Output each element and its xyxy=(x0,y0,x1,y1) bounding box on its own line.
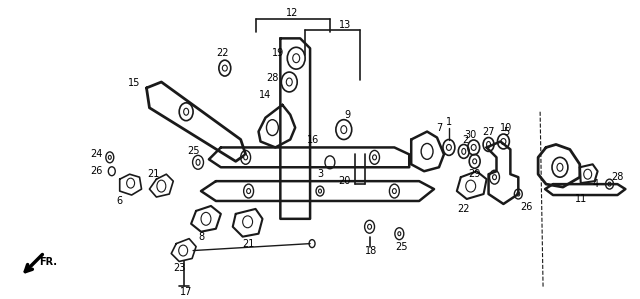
Ellipse shape xyxy=(392,189,396,193)
Ellipse shape xyxy=(286,78,292,86)
Text: 5: 5 xyxy=(503,126,509,137)
Text: 14: 14 xyxy=(259,90,271,100)
Text: 3: 3 xyxy=(317,169,323,179)
Text: 2: 2 xyxy=(463,135,469,144)
Ellipse shape xyxy=(319,189,321,193)
Text: 12: 12 xyxy=(286,7,298,18)
Ellipse shape xyxy=(557,163,563,171)
Text: 11: 11 xyxy=(575,194,587,204)
Ellipse shape xyxy=(184,108,189,115)
Ellipse shape xyxy=(196,159,200,165)
Text: 18: 18 xyxy=(365,245,378,256)
Text: 7: 7 xyxy=(436,123,442,133)
Ellipse shape xyxy=(244,155,248,160)
Text: 21: 21 xyxy=(147,169,159,179)
Text: 20: 20 xyxy=(339,176,351,186)
Text: 23: 23 xyxy=(173,263,186,273)
Ellipse shape xyxy=(246,189,251,193)
Text: 6: 6 xyxy=(116,196,123,206)
Text: 13: 13 xyxy=(339,21,351,30)
Text: 25: 25 xyxy=(395,242,408,251)
Ellipse shape xyxy=(367,224,372,229)
Ellipse shape xyxy=(493,175,497,180)
Text: 4: 4 xyxy=(593,179,598,189)
Text: 30: 30 xyxy=(465,129,477,140)
Text: 8: 8 xyxy=(198,232,204,242)
Text: 22: 22 xyxy=(216,48,229,58)
Text: 16: 16 xyxy=(307,135,319,144)
Text: 25: 25 xyxy=(187,147,199,156)
Text: 15: 15 xyxy=(129,78,141,88)
Text: FR.: FR. xyxy=(39,257,58,267)
Text: 9: 9 xyxy=(345,110,351,120)
Text: 17: 17 xyxy=(180,287,193,297)
Text: 27: 27 xyxy=(483,126,495,137)
Text: 19: 19 xyxy=(272,48,285,58)
Text: 26: 26 xyxy=(520,202,532,212)
Text: 21: 21 xyxy=(243,239,255,248)
Text: 22: 22 xyxy=(458,204,470,214)
Text: 10: 10 xyxy=(500,123,513,133)
Text: 28: 28 xyxy=(266,73,278,83)
Text: 26: 26 xyxy=(91,166,103,176)
Text: 24: 24 xyxy=(91,150,103,159)
Text: 1: 1 xyxy=(446,117,452,127)
Text: 28: 28 xyxy=(611,172,623,182)
Text: 29: 29 xyxy=(468,169,481,179)
Ellipse shape xyxy=(372,155,376,160)
